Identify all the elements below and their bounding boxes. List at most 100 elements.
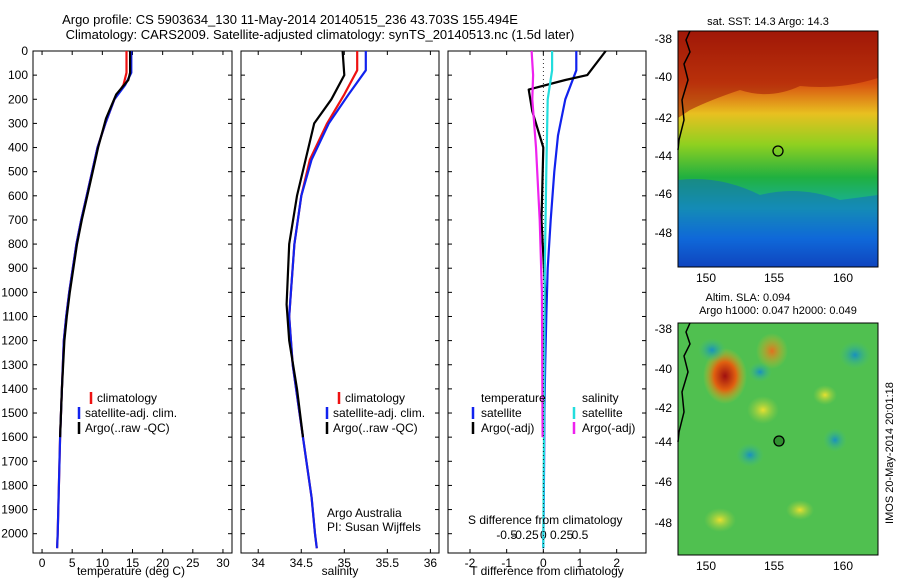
depth-tick-label: 400 (8, 141, 28, 155)
depth-tick-label: 1500 (1, 406, 28, 420)
lat-tick: -46 (655, 187, 673, 201)
x-tick-label: 2 (613, 556, 620, 570)
difference-legend: temperature satellite Argo(-adj) salinit… (468, 391, 635, 527)
sla-map-frame (677, 322, 879, 556)
depth-tick-label: 1400 (1, 382, 28, 396)
x-tick-label: 34.5 (290, 556, 314, 570)
x-tick-label: 35.5 (376, 556, 400, 570)
sst-map-frame (677, 30, 879, 268)
sla-map: Altim. SLA: 0.094 Argo h1000: 0.047 h200… (655, 292, 879, 573)
x-tick-label: 35 (338, 556, 352, 570)
depth-tick-label: 1300 (1, 358, 28, 372)
x-tick-label: 20 (156, 556, 170, 570)
argo-float-marker (772, 145, 784, 157)
x-tick-label: 1 (577, 556, 584, 570)
depth-tick-label: 1700 (1, 454, 28, 468)
depth-tick-label: 100 (8, 68, 28, 82)
series-line-s-argo-adj- (530, 50, 544, 438)
x-tick-label: 30 (216, 556, 230, 570)
lat-tick: -44 (655, 149, 673, 163)
depth-tick-label: 1000 (1, 285, 28, 299)
sla-map-title-line1: Altim. SLA: 0.094 (706, 292, 791, 304)
argo-float-marker (773, 435, 785, 447)
series-line-climatology (288, 51, 359, 549)
s-diff-tick-label: 0.25 (550, 528, 574, 542)
sla-feature (786, 500, 814, 520)
depth-tick-label: 200 (8, 92, 28, 106)
legend-label-argo: Argo(..raw -QC) (333, 421, 418, 435)
legend-label-t-satellite: satellite (481, 406, 522, 420)
x-tick-label: 36 (424, 556, 438, 570)
x-tick-label: 25 (186, 556, 200, 570)
warm-water-region (678, 31, 878, 118)
legend-label-climatology: climatology (345, 391, 405, 405)
lat-tick: -48 (655, 226, 673, 240)
sst-map-title: sat. SST: 14.3 Argo: 14.3 (707, 16, 829, 28)
series-line-satellite-adj-clim- (288, 51, 367, 549)
sla-feature (747, 396, 779, 424)
depth-tick-label: 600 (8, 189, 28, 203)
depth-tick-label: 1900 (1, 503, 28, 517)
lat-tick: -38 (655, 32, 673, 46)
salinity-xlabel: salinity (322, 564, 359, 578)
s-difference-axis-label: S difference from climatology (468, 513, 623, 527)
legend-title-salinity: salinity (582, 391, 619, 405)
legend-label-argo: Argo(..raw -QC) (85, 421, 170, 435)
lon-tick: 160 (833, 271, 853, 285)
depth-tick-label: 700 (8, 213, 28, 227)
s-diff-tick-label: -0.25 (511, 528, 539, 542)
lon-tick: 150 (696, 271, 716, 285)
legend-title-temperature: temperature (481, 391, 546, 405)
series-line-t-argo-adj- (527, 50, 607, 365)
cool-eddy (748, 362, 772, 382)
legend-label-t-argo: Argo(-adj) (481, 421, 534, 435)
x-tick-label: 10 (96, 556, 110, 570)
x-tick-label: 0 (540, 556, 547, 570)
cold-water-region (678, 179, 878, 267)
depth-axis: 0 100 200 300 400 500 600 700 800 900 1000 1100 1200… (1, 44, 646, 541)
lat-tick: -48 (655, 516, 673, 530)
imos-timestamp-text: IMOS 20-May-2014 20:01:18 (884, 382, 896, 524)
series-line-argo-raw-qc- (285, 50, 346, 438)
warm-eddy-2 (756, 333, 788, 369)
imos-timestamp-label: IMOS 20-May-2014 20:01:18 (880, 362, 896, 552)
salinity-legend: climatology satellite-adj. clim. Argo(..… (325, 391, 425, 534)
x-axes: 0 5 10 15 20 25 30 34 34.5 35 35.5 36 -2 -1 0 1 2 -0.5-0.… (39, 51, 620, 570)
depth-tick-label: 1800 (1, 478, 28, 492)
sla-feature (704, 508, 736, 532)
lat-tick: -44 (655, 435, 673, 449)
x-tick-label: 34 (252, 556, 266, 570)
lon-tick: 155 (764, 559, 784, 573)
cool-eddy (698, 338, 726, 362)
legend-label-s-satellite: satellite (582, 406, 623, 420)
depth-tick-label: 1600 (1, 430, 28, 444)
chart-title-line2: Climatology: CARS2009. Satellite-adjuste… (65, 27, 575, 42)
legend-label-climatology: climatology (97, 391, 157, 405)
depth-tick-label: 0 (21, 44, 28, 58)
lat-tick: -40 (655, 362, 673, 376)
cool-eddy (736, 443, 764, 467)
lon-tick: 150 (696, 559, 716, 573)
difference-plot-frame (447, 50, 647, 554)
depth-tick-label: 2000 (1, 527, 28, 541)
series-line-s-satellite (542, 51, 554, 549)
warm-eddy (703, 348, 747, 404)
legend-label-satellite: satellite-adj. clim. (85, 406, 177, 420)
lon-tick: 160 (833, 559, 853, 573)
annotation-pi: PI: Susan Wijffels (327, 520, 421, 534)
depth-tick-label: 900 (8, 261, 28, 275)
legend-label-satellite: satellite-adj. clim. (333, 406, 425, 420)
cool-eddy (839, 341, 871, 369)
lon-tick: 155 (764, 271, 784, 285)
depth-tick-label: 500 (8, 165, 28, 179)
x-tick-label: -2 (465, 556, 476, 570)
difference-xlabel: T difference from climatology (470, 564, 624, 578)
salinity-plot-frame (240, 50, 440, 554)
s-diff-tick-label: -0.5 (496, 528, 517, 542)
temperature-legend: climatology satellite-adj. clim. Argo(..… (77, 391, 177, 435)
sla-feature (813, 385, 837, 405)
x-tick-label: 15 (126, 556, 140, 570)
temperature-plot-frame (32, 50, 233, 554)
profile-lines (56, 50, 607, 549)
